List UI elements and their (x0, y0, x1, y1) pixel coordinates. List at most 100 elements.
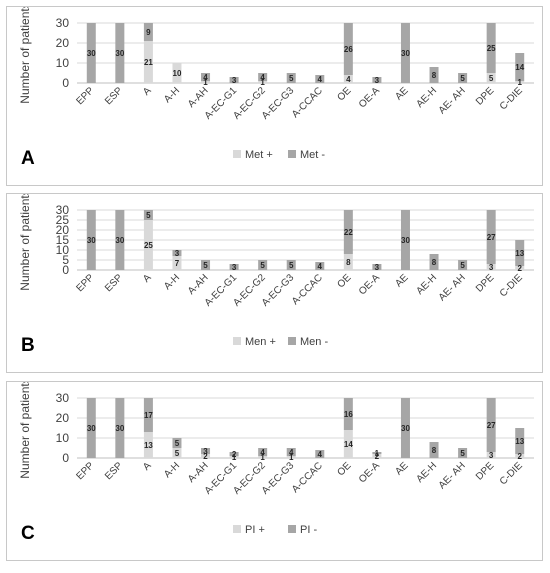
legend-label-minus: Met - (300, 149, 325, 161)
y-tick-label: 20 (56, 223, 70, 237)
chart-panel-c: 0 10 20 30 Number of patients 30 EPP 30 ESP 13 17 A… (6, 381, 543, 561)
data-label-plus: 1 (203, 78, 208, 87)
x-tick-label: A-H (162, 85, 182, 105)
data-label-plus: 25 (144, 241, 153, 250)
bar-plus (258, 81, 268, 83)
panel-label: C (21, 523, 35, 544)
bar-minus (86, 398, 96, 458)
data-label-minus: 4 (260, 73, 265, 82)
y-tick-label: 0 (62, 263, 69, 277)
chart-panel-a: 0 10 20 30 Number of patients 30 EPP 30 ESP 21 9 A 1… (6, 6, 543, 186)
x-tick-label: OE-A (357, 85, 382, 110)
x-tick-label: AE- AH (437, 85, 468, 116)
data-label-minus: 27 (487, 421, 496, 430)
y-tick-label: 10 (56, 243, 70, 257)
data-label-plus: 2 (203, 452, 208, 461)
data-label-minus: 4 (318, 262, 323, 271)
bar-plus (143, 432, 153, 458)
data-label-minus: 3 (203, 447, 208, 456)
x-tick-label: A-EC-G3 (260, 460, 297, 497)
x-tick-label: AE (393, 272, 410, 289)
data-label-minus: 5 (460, 449, 465, 458)
legend-label-plus: PI + (245, 524, 265, 536)
data-label-plus: 14 (344, 440, 353, 449)
data-label-plus: 5 (489, 74, 494, 83)
bar-minus (458, 448, 468, 458)
bar-minus (343, 210, 353, 254)
x-tick-label: AE-H (414, 272, 439, 297)
bar-minus (115, 210, 125, 270)
bar-minus (486, 210, 496, 264)
legend-label-minus: PI - (300, 524, 317, 536)
bar-minus (172, 250, 182, 256)
y-tick-label: 30 (56, 16, 70, 30)
y-tick-label: 30 (56, 391, 70, 405)
panel-label: A (21, 148, 35, 169)
legend-swatch-minus (288, 525, 296, 533)
bar-minus (258, 73, 268, 81)
y-axis-label: Number of patients (18, 7, 32, 104)
x-tick-label: C-DIE (498, 460, 525, 487)
x-tick-label: AE- AH (437, 460, 468, 491)
data-label-plus: 8 (346, 258, 351, 267)
bar-plus (286, 456, 296, 458)
data-label-minus: 3 (232, 263, 237, 272)
bar-plus (486, 73, 496, 83)
y-tick-label: 20 (56, 411, 70, 425)
legend-swatch-plus (233, 337, 241, 345)
x-tick-label: DPE (474, 85, 497, 108)
x-tick-label: A-CCAC (290, 85, 325, 120)
data-label-minus: 5 (460, 74, 465, 83)
x-tick-label: AE- AH (437, 272, 468, 303)
bar-plus (172, 448, 182, 458)
bar-minus (286, 73, 296, 83)
legend-label-minus: Men - (300, 336, 328, 348)
data-label-minus: 1 (375, 449, 380, 458)
data-label-minus: 5 (175, 439, 180, 448)
bar-minus (400, 398, 410, 458)
bar-minus (458, 260, 468, 270)
bar-minus (486, 23, 496, 73)
data-label-plus: 21 (144, 58, 153, 67)
bar-plus (143, 41, 153, 83)
bar-plus (343, 430, 353, 458)
bar-minus (372, 264, 382, 270)
bar-plus (143, 220, 153, 270)
data-label-minus: 5 (146, 211, 151, 220)
x-tick-label: A-EC-G3 (260, 85, 297, 122)
legend-label-plus: Met + (245, 149, 273, 161)
data-label-minus: 30 (87, 424, 96, 433)
data-label-minus: 30 (115, 236, 124, 245)
bar-minus (258, 448, 268, 456)
data-label-minus: 4 (289, 448, 294, 457)
x-tick-label: ESP (103, 460, 125, 482)
bar-plus (172, 63, 182, 83)
chart-panel-b: 0 5 10 15 20 25 30 Number of patients 30 EPP 30 ESP… (6, 193, 543, 373)
x-tick-label: AE (393, 460, 410, 477)
y-tick-label: 25 (56, 213, 70, 227)
bar-minus (201, 260, 211, 270)
bar-minus (229, 264, 239, 270)
bar-minus (315, 75, 325, 83)
data-label-plus: 1 (289, 453, 294, 462)
bar-minus (515, 53, 525, 81)
y-tick-label: 30 (56, 203, 70, 217)
data-label-minus: 30 (87, 49, 96, 58)
bar-minus (515, 240, 525, 266)
data-label-minus: 8 (432, 258, 437, 267)
x-tick-label: A-H (162, 460, 182, 480)
y-tick-label: 15 (56, 233, 70, 247)
x-tick-label: EPP (74, 460, 96, 482)
x-tick-label: OE (335, 272, 353, 290)
data-label-minus: 14 (515, 63, 524, 72)
x-tick-label: EPP (74, 85, 96, 107)
x-tick-label: OE (335, 85, 353, 103)
x-tick-label: OE (335, 460, 353, 478)
data-label-minus: 13 (515, 249, 524, 258)
bar-plus (486, 452, 496, 458)
bar-minus (286, 448, 296, 456)
legend-swatch-minus (288, 337, 296, 345)
bar-minus (486, 398, 496, 452)
x-tick-label: A-AH (186, 460, 211, 485)
x-tick-label: A (141, 272, 154, 285)
